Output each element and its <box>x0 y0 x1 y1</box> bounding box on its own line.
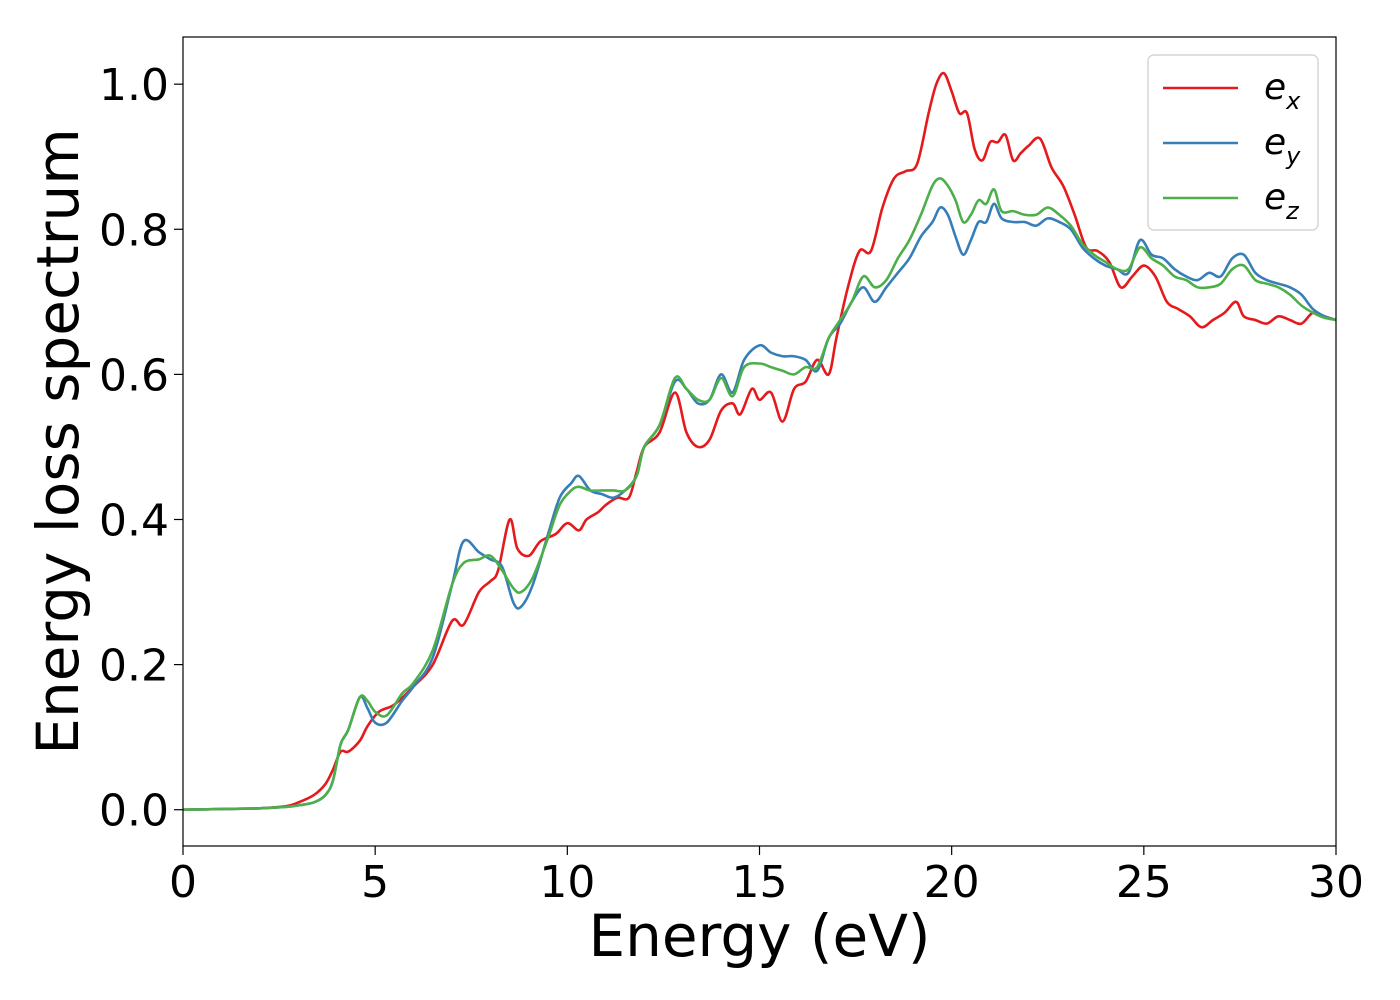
y-tick-label: 0.0 <box>99 786 169 837</box>
x-tick-label: 20 <box>924 857 980 908</box>
legend-label-base: e <box>1264 67 1286 108</box>
y-tick-label: 1.0 <box>99 60 169 111</box>
x-tick-label: 10 <box>539 857 595 908</box>
legend-label-base: e <box>1264 122 1286 163</box>
y-tick-label: 0.6 <box>99 350 169 401</box>
legend-label-z: ez <box>1264 177 1300 225</box>
x-axis-label: Energy (eV) <box>588 902 930 970</box>
x-tick-label: 0 <box>169 857 197 908</box>
legend-label-sub: z <box>1285 197 1300 225</box>
series-line-y <box>183 202 1336 812</box>
legend-label-sub: x <box>1285 87 1301 115</box>
y-tick-label: 0.4 <box>99 495 169 546</box>
x-tick-label: 25 <box>1116 857 1172 908</box>
x-axis: 0 5 10 15 20 25 30 <box>169 846 1364 908</box>
legend-label-y: ey <box>1264 122 1301 170</box>
series-line-z <box>183 177 1336 812</box>
x-tick-label: 30 <box>1308 857 1364 908</box>
legend-label-base: e <box>1264 177 1286 218</box>
y-axis: 0.0 0.2 0.4 0.6 0.8 1.0 <box>99 60 183 837</box>
legend-label-sub: y <box>1285 142 1301 170</box>
y-tick-label: 0.2 <box>99 641 169 692</box>
series-lines <box>183 71 1336 812</box>
x-tick-label: 15 <box>732 857 788 908</box>
series-line-x <box>183 71 1336 812</box>
y-tick-label: 0.8 <box>99 205 169 256</box>
x-tick-label: 5 <box>361 857 389 908</box>
y-axis-label: Energy loss spectrum <box>24 128 92 754</box>
legend-label-x: ex <box>1264 67 1301 115</box>
